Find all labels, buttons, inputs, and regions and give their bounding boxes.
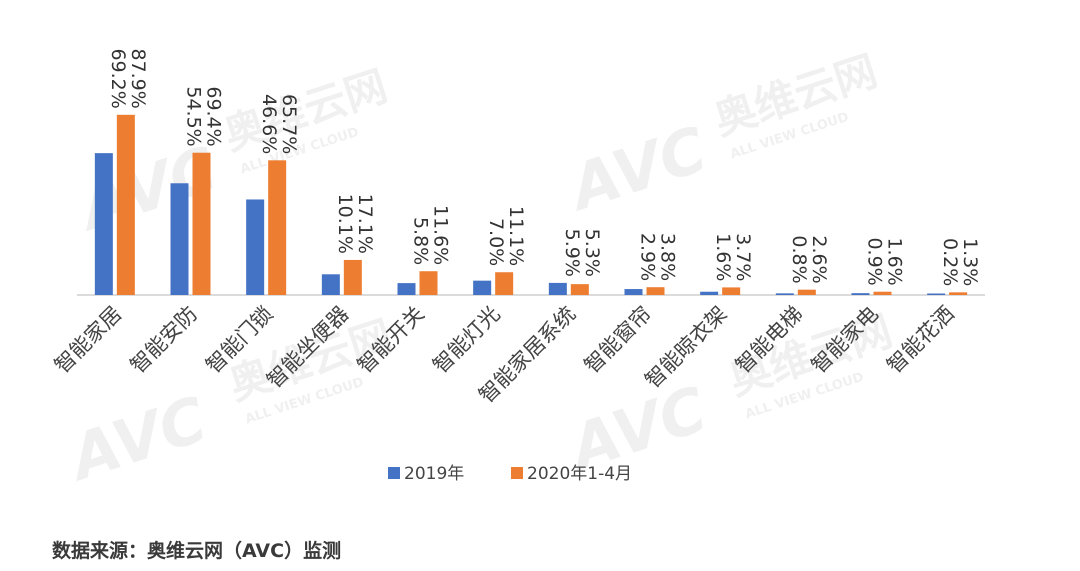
watermark: AVC 奥维云网 ALL VIEW CLOUD AVC 奥维云网 ALL VIE…	[57, 46, 898, 496]
data-label-2020-5: 11.1%	[505, 206, 527, 266]
bar-2019-10	[851, 293, 870, 295]
bar-2019-4	[397, 283, 416, 295]
bar-2020-6	[570, 284, 589, 295]
watermark-logo-3: AVC	[57, 382, 215, 495]
data-label-2020-1: 69.4%	[203, 86, 225, 146]
data-label-2020-2: 65.7%	[278, 94, 300, 154]
bar-2020-11	[949, 292, 968, 295]
bar-2019-11	[927, 293, 946, 295]
bar-2020-1	[192, 152, 211, 295]
data-label-2020-10: 1.6%	[884, 237, 906, 285]
bar-2019-2	[246, 199, 265, 295]
data-label-2019-1: 54.5%	[183, 86, 205, 146]
data-label-2020-4: 11.6%	[430, 205, 452, 265]
legend-label-1: 2020年1-4月	[527, 464, 632, 484]
bar-2020-2	[268, 160, 287, 295]
bar-2019-8	[700, 291, 719, 295]
bar-2019-0	[94, 153, 113, 295]
bar-2019-9	[775, 293, 794, 295]
bar-2020-3	[343, 259, 362, 295]
data-label-2019-10: 0.9%	[864, 237, 886, 285]
legend: 2019年 2020年1-4月	[388, 464, 632, 484]
data-label-2020-6: 5.3%	[581, 229, 603, 277]
category-label-0: 智能家居	[50, 302, 126, 378]
bar-2019-3	[321, 274, 340, 295]
category-label-11: 智能花洒	[882, 302, 958, 378]
bar-2020-10	[873, 291, 892, 295]
category-label-5: 智能灯光	[428, 302, 504, 378]
data-label-2020-7: 3.8%	[657, 233, 679, 281]
data-label-2019-6: 5.9%	[561, 229, 583, 277]
bar-2020-4	[419, 271, 438, 295]
data-label-2019-9: 0.8%	[788, 235, 810, 283]
data-label-2019-8: 1.6%	[712, 233, 734, 281]
bar-2019-1	[170, 183, 189, 295]
bar-2020-0	[116, 114, 135, 296]
data-label-2019-0: 69.2%	[107, 48, 129, 108]
data-label-2019-4: 5.8%	[410, 217, 432, 265]
bar-2020-9	[797, 289, 816, 295]
data-label-2019-11: 0.2%	[939, 238, 961, 286]
data-label-2019-2: 46.6%	[258, 94, 280, 154]
data-label-2020-8: 3.7%	[732, 233, 754, 281]
bar-2020-7	[646, 287, 665, 295]
data-label-2019-7: 2.9%	[637, 233, 659, 281]
data-label-2019-5: 7.0%	[485, 218, 507, 266]
category-label-1: 智能安防	[126, 302, 202, 378]
bar-2020-8	[722, 287, 741, 295]
bar-2019-5	[473, 280, 492, 295]
legend-swatch-1	[511, 467, 523, 479]
data-label-2020-3: 17.1%	[354, 194, 376, 254]
data-label-2020-11: 1.3%	[959, 238, 981, 286]
legend-label-0: 2019年	[404, 464, 464, 484]
source-note: 数据来源：奥维云网（AVC）监测	[52, 540, 342, 562]
bar-2019-7	[624, 289, 643, 295]
watermark-logo-2: AVC	[557, 112, 715, 225]
category-label-7: 智能窗帘	[580, 302, 656, 378]
bar-2020-5	[495, 272, 514, 295]
data-label-2019-3: 10.1%	[334, 194, 356, 254]
data-label-2020-9: 2.6%	[808, 235, 830, 283]
data-label-2020-0: 87.9%	[127, 48, 149, 108]
legend-swatch-0	[388, 467, 400, 479]
bar-2019-6	[548, 282, 567, 295]
